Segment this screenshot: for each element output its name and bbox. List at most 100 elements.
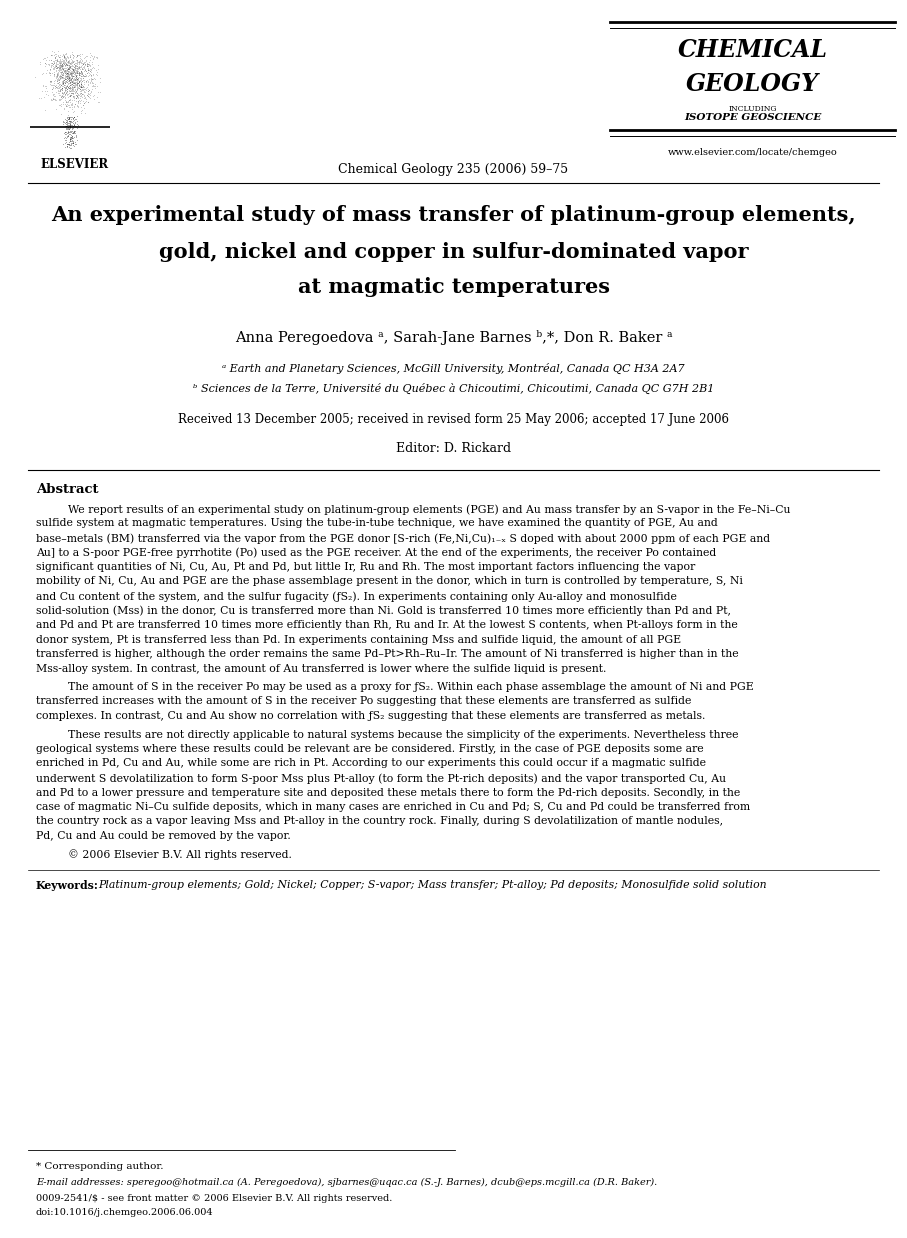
Point xyxy=(48,99,63,119)
Point xyxy=(61,95,75,115)
Point xyxy=(70,118,84,137)
Point xyxy=(67,61,82,80)
Point xyxy=(42,54,56,74)
Point xyxy=(51,42,65,62)
Point xyxy=(66,66,81,85)
Point xyxy=(76,71,91,90)
Point xyxy=(72,78,86,98)
Point xyxy=(55,59,70,79)
Point xyxy=(56,71,71,90)
Point xyxy=(49,56,63,76)
Point xyxy=(75,53,90,73)
Point xyxy=(78,46,93,66)
Point xyxy=(58,88,73,108)
Point xyxy=(72,64,86,84)
Point xyxy=(43,63,57,83)
Point xyxy=(51,80,65,100)
Point xyxy=(79,51,93,71)
Point xyxy=(68,63,83,83)
Point xyxy=(65,51,80,71)
Point xyxy=(54,54,69,74)
Point xyxy=(55,94,70,114)
Point xyxy=(52,61,66,80)
Point xyxy=(57,48,72,68)
Point xyxy=(58,116,73,136)
Point xyxy=(67,79,82,99)
Point xyxy=(69,80,83,100)
Point xyxy=(83,66,98,85)
Point xyxy=(64,54,79,74)
Point xyxy=(64,106,79,126)
Point xyxy=(59,115,73,135)
Point xyxy=(52,95,66,115)
Point xyxy=(62,87,76,106)
Point xyxy=(53,53,67,73)
Point xyxy=(53,45,67,64)
Point xyxy=(91,56,105,76)
Point xyxy=(63,125,78,145)
Point xyxy=(61,63,75,83)
Point xyxy=(60,77,74,97)
Point xyxy=(70,74,84,94)
Point xyxy=(68,109,83,129)
Point xyxy=(72,53,86,73)
Point xyxy=(64,111,79,131)
Point xyxy=(65,63,80,83)
Point xyxy=(54,54,69,74)
Point xyxy=(63,108,77,128)
Point xyxy=(59,132,73,152)
Point xyxy=(55,50,70,69)
Point xyxy=(64,128,79,147)
Point xyxy=(57,73,72,93)
Point xyxy=(63,97,77,116)
Text: GEOLOGY: GEOLOGY xyxy=(686,72,819,97)
Text: The amount of S in the receiver Po may be used as a proxy for ƒS₂. Within each p: The amount of S in the receiver Po may b… xyxy=(68,682,754,692)
Point xyxy=(45,63,60,83)
Point xyxy=(60,119,74,139)
Point xyxy=(81,79,95,99)
Point xyxy=(58,84,73,104)
Point xyxy=(63,74,77,94)
Point xyxy=(58,78,73,98)
Point xyxy=(54,77,68,97)
Point xyxy=(60,61,74,80)
Point xyxy=(52,59,66,79)
Point xyxy=(75,66,90,85)
Point xyxy=(77,54,92,74)
Point xyxy=(83,83,97,103)
Point xyxy=(63,129,77,149)
Point xyxy=(72,74,86,94)
Point xyxy=(82,54,96,74)
Point xyxy=(72,77,86,97)
Point xyxy=(43,66,57,85)
Point xyxy=(75,54,90,74)
Point xyxy=(70,83,84,103)
Point xyxy=(58,123,73,142)
Point xyxy=(64,61,79,80)
Point xyxy=(88,64,102,84)
Point xyxy=(63,57,77,77)
Point xyxy=(56,113,71,132)
Point xyxy=(76,88,91,108)
Point xyxy=(66,73,81,93)
Point xyxy=(83,88,98,108)
Point xyxy=(68,69,83,89)
Point xyxy=(61,53,75,73)
Point xyxy=(38,82,53,102)
Point xyxy=(81,74,95,94)
Point xyxy=(62,67,76,87)
Point xyxy=(59,58,73,78)
Point xyxy=(87,58,102,78)
Point xyxy=(59,95,73,115)
Point xyxy=(86,57,101,77)
Point xyxy=(58,66,73,85)
Point xyxy=(64,98,79,118)
Point xyxy=(62,52,76,72)
Point xyxy=(77,52,92,72)
Point xyxy=(84,46,99,66)
Point xyxy=(61,66,75,85)
Point xyxy=(60,71,74,90)
Point xyxy=(66,46,81,66)
Point xyxy=(73,102,88,121)
Point xyxy=(59,124,73,144)
